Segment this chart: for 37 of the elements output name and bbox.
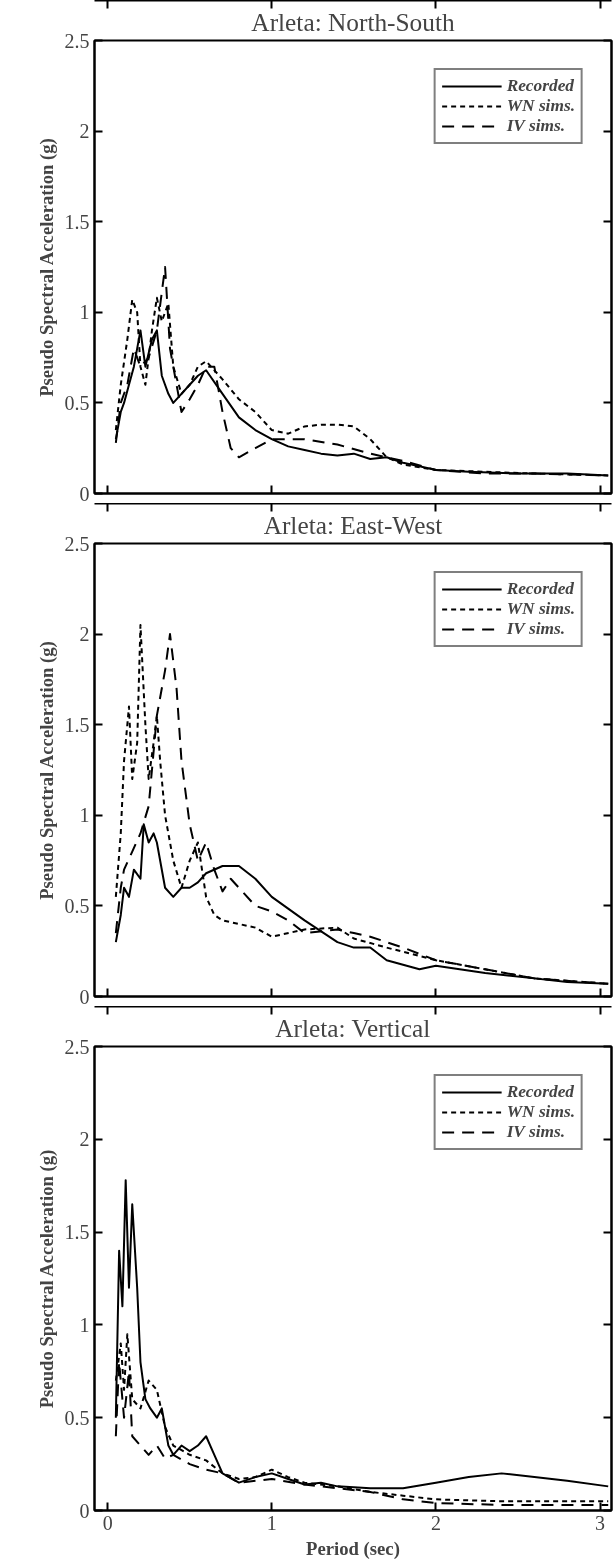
legend-label: IV sims. [506,619,566,639]
y-axis-title: Pseudo Spectral Acceleration (g) [35,641,58,900]
legend-label: WN sims. [506,96,575,116]
x-tick-label: 2 [430,1511,441,1534]
y-tick-label: 1.5 [64,1221,90,1244]
chart-title: Arleta: Vertical [275,1013,431,1042]
chart-title: Arleta: North-South [251,7,455,36]
legend-label: WN sims. [506,1102,575,1122]
y-axis-title: Pseudo Spectral Acceleration (g) [35,1149,58,1409]
x-tick-label: 3 [595,1511,606,1534]
legend-label: Recorded [506,1082,574,1102]
y-tick-label: 1.5 [64,210,90,233]
y-tick-label: 2.5 [64,532,90,555]
y-tick-label: 2 [79,120,90,143]
y-tick-label: 2.5 [64,29,90,52]
y-tick-label: 0 [79,985,90,1008]
y-tick-label: 0.5 [64,1406,90,1429]
y-tick-label: 2 [79,1128,90,1151]
chart-title: Arleta: East-West [263,510,443,539]
x-tick-label: 0 [102,1511,113,1534]
y-tick-label: 2.5 [64,1035,90,1058]
y-tick-label: 0 [79,482,90,505]
y-tick-label: 1 [79,301,90,324]
y-tick-label: 1 [79,804,90,827]
y-axis-title: Pseudo Spectral Acceleration (g) [35,138,58,397]
y-tick-label: 2 [79,623,90,646]
legend-label: Recorded [506,579,574,599]
legend-label: WN sims. [506,599,575,619]
x-tick-label: 1 [266,1511,277,1534]
y-tick-label: 1.5 [64,713,90,736]
legend-label: IV sims. [506,116,566,136]
y-tick-label: 0.5 [64,894,90,917]
y-tick-label: 0.5 [64,391,90,414]
legend-label: Recorded [506,76,574,96]
y-tick-label: 1 [79,1313,90,1336]
x-axis-title: Period (sec) [306,1537,400,1560]
legend-label: IV sims. [506,1122,566,1142]
